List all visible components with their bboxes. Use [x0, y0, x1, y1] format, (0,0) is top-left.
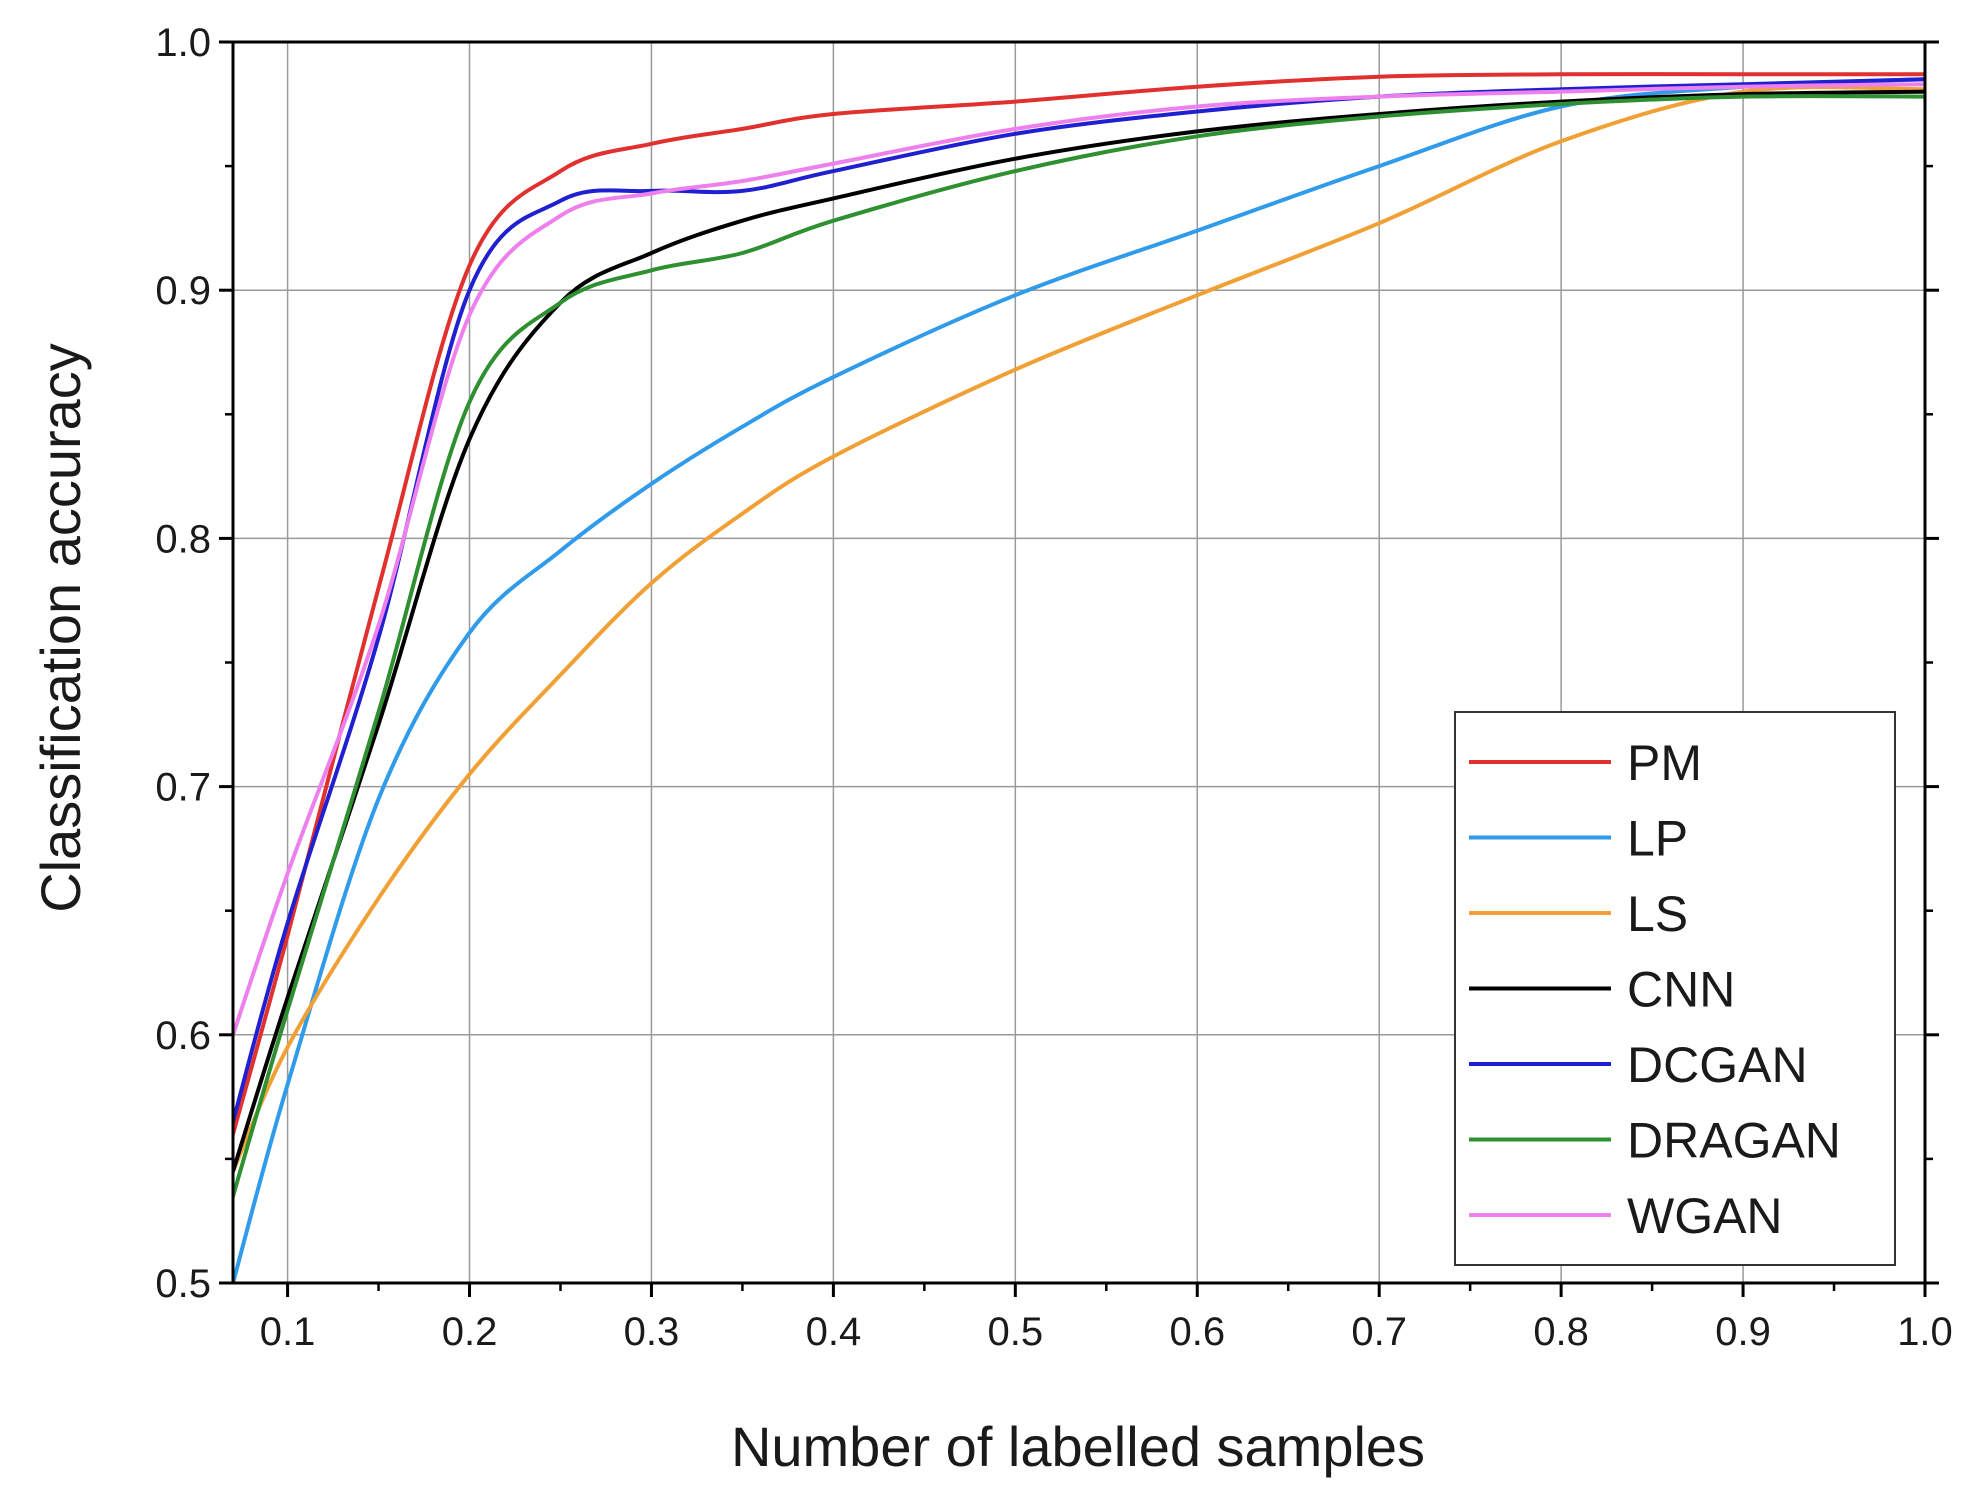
y-tick-label: 1.0	[155, 21, 211, 65]
series-line-ls	[233, 85, 1925, 1174]
x-axis-title: Number of labelled samples	[731, 1415, 1425, 1478]
x-tick-label: 0.7	[1351, 1310, 1407, 1354]
legend-label-cnn: CNN	[1627, 962, 1735, 1018]
series-layer	[233, 72, 1925, 1283]
y-axis-title: Classification accuracy	[29, 343, 92, 913]
x-tick-label: 0.5	[988, 1310, 1044, 1354]
legend-label-dragan: DRAGAN	[1627, 1113, 1841, 1169]
x-tick-label: 0.3	[624, 1310, 680, 1354]
y-tick-label: 0.6	[155, 1014, 211, 1058]
series-line-dragan	[233, 94, 1925, 1199]
x-tick-label: 0.1	[260, 1310, 316, 1354]
legend: PM LP LS CNN DCGAN DRAGAN WGAN	[1454, 711, 1896, 1266]
x-tick-label: 0.2	[442, 1310, 498, 1354]
tick-layer: 0.1 0.2 0.3 0.4 0.5 0.6 0.7 0.8 0.9 1.0 0.5 0.6 0.7 0…	[155, 21, 1952, 1354]
x-tick-label: 0.9	[1715, 1310, 1771, 1354]
y-tick-label: 0.7	[155, 766, 211, 810]
series-line-lp	[233, 77, 1925, 1283]
legend-label-ls: LS	[1627, 886, 1688, 942]
x-tick-label: 0.8	[1533, 1310, 1589, 1354]
series-line-cnn	[233, 89, 1925, 1174]
series-line-dcgan	[233, 77, 1925, 1124]
legend-label-wgan: WGAN	[1627, 1188, 1783, 1244]
x-tick-label: 0.6	[1169, 1310, 1225, 1354]
legend-label-pm: PM	[1627, 735, 1702, 791]
series-line-pm	[233, 72, 1925, 1137]
series-line-wgan	[233, 82, 1925, 1037]
y-tick-label: 0.5	[155, 1262, 211, 1306]
legend-label-lp: LP	[1627, 811, 1688, 867]
y-tick-label: 0.8	[155, 517, 211, 561]
x-tick-label: 1.0	[1897, 1310, 1953, 1354]
y-tick-label: 0.9	[155, 269, 211, 313]
x-tick-label: 0.4	[806, 1310, 862, 1354]
legend-label-dcgan: DCGAN	[1627, 1037, 1808, 1093]
